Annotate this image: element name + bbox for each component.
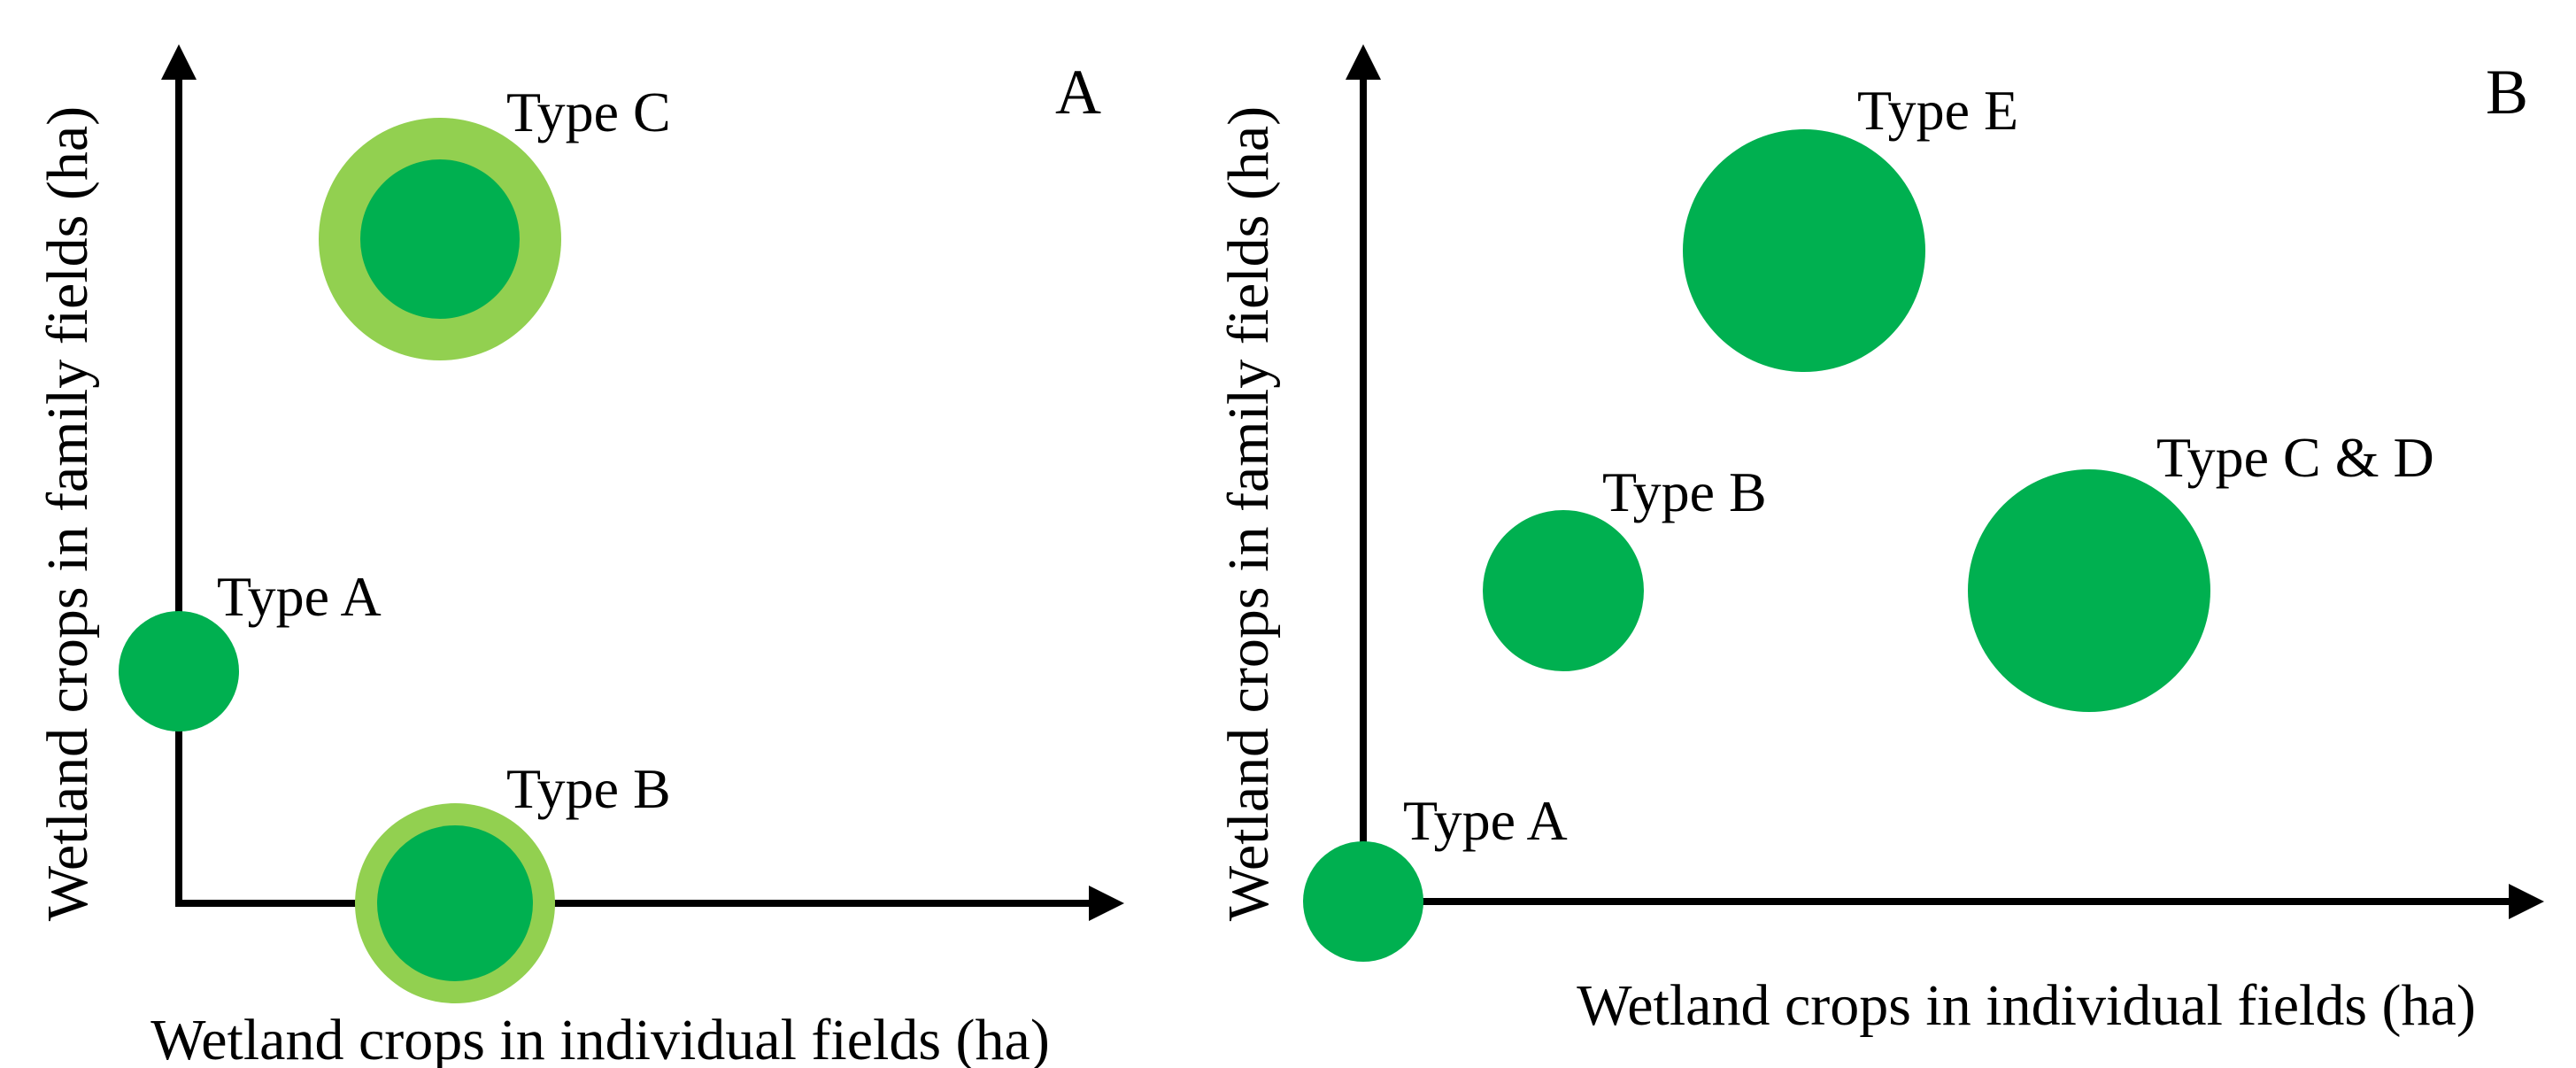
panel-a-type-b-label: Type B xyxy=(506,757,671,820)
panel-b-type-b-label: Type B xyxy=(1602,460,1767,523)
panel-a-y-axis-label: Wetland crops in family fields (ha) xyxy=(35,106,100,921)
panel-b-type-cd-label: Type C & D xyxy=(2156,426,2434,489)
panel-b-letter: B xyxy=(2486,57,2528,128)
panel-b-type-a-circle xyxy=(1303,841,1423,962)
panel-a-type-a-circle xyxy=(119,611,239,731)
panel-b: Type E Type B Type C & D Type A Wetland … xyxy=(1216,44,2544,1038)
panel-b-x-axis-label: Wetland crops in individual fields (ha) xyxy=(1577,973,2476,1038)
panel-b-y-axis-label: Wetland crops in family fields (ha) xyxy=(1216,106,1281,921)
panel-b-type-a-label: Type A xyxy=(1403,789,1568,852)
panel-a: Type C Type A Type B Wetland crops in in… xyxy=(35,44,1124,1068)
panel-b-type-cd-circle xyxy=(1968,469,2210,712)
panel-a-type-b-circle xyxy=(377,825,533,981)
panel-a-letter: A xyxy=(1055,57,1101,128)
panel-b-type-e-label: Type E xyxy=(1857,79,2018,142)
panel-b-type-e-circle xyxy=(1683,129,1925,372)
panel-a-type-c-circle xyxy=(360,159,520,319)
panel-a-type-a-label: Type A xyxy=(217,565,382,628)
panel-a-type-c-label: Type C xyxy=(506,81,671,143)
panel-b-type-b-circle xyxy=(1483,510,1644,671)
panel-a-x-axis-label: Wetland crops in individual fields (ha) xyxy=(150,1008,1050,1068)
